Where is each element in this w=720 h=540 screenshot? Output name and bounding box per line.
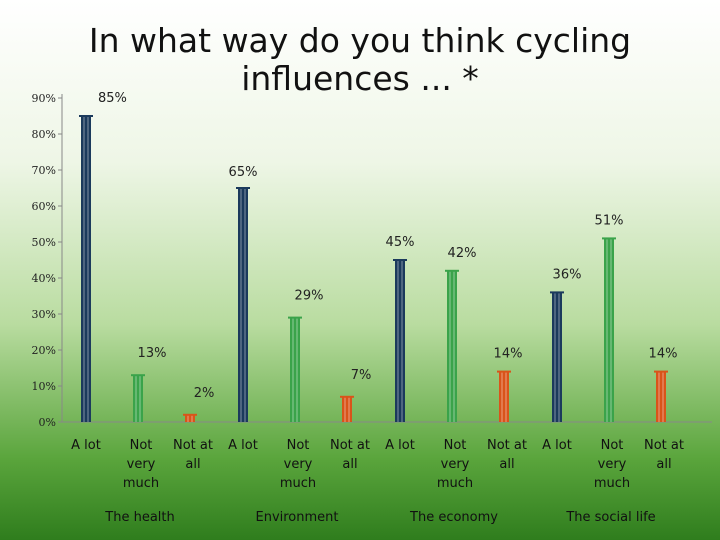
data-label: 7% (351, 368, 372, 383)
bar (133, 375, 143, 422)
category-label: A lot (385, 438, 415, 453)
category-label: Not very much (594, 438, 630, 491)
data-label: 36% (553, 267, 582, 282)
data-label: 14% (649, 347, 678, 362)
bar (604, 238, 614, 422)
y-tick-label: 10% (32, 380, 56, 393)
y-tick-label: 0% (39, 416, 56, 429)
group-label: The economy (409, 510, 498, 525)
y-tick-label: 20% (32, 344, 56, 357)
bar (238, 188, 248, 422)
data-label: 65% (229, 165, 258, 180)
chart-title: In what way do you think cycling influen… (88, 21, 632, 98)
group-label: Environment (255, 510, 338, 525)
category-label: Not at all (644, 438, 684, 472)
category-label: Not at all (330, 438, 370, 472)
category-label: A lot (542, 438, 572, 453)
data-label: 42% (448, 246, 477, 261)
data-label: 51% (595, 213, 624, 228)
category-label: Not very much (123, 438, 159, 491)
data-label: 2% (194, 386, 215, 401)
bar (656, 371, 666, 422)
data-label: 14% (494, 347, 523, 362)
category-label: A lot (71, 438, 101, 453)
y-tick-label: 40% (32, 272, 56, 285)
bar (447, 270, 457, 422)
category-label: Not very much (280, 438, 316, 491)
group-label: The health (104, 510, 174, 525)
bar (342, 396, 352, 422)
bar (290, 317, 300, 422)
bar (499, 371, 509, 422)
y-tick-label: 30% (32, 308, 56, 321)
data-label: 45% (386, 235, 415, 250)
category-label: Not at all (173, 438, 213, 472)
category-label: A lot (228, 438, 258, 453)
y-tick-label: 60% (32, 200, 56, 213)
bar (552, 292, 562, 422)
bar (185, 414, 195, 422)
y-tick-label: 50% (32, 236, 56, 249)
group-label: The social life (565, 510, 655, 525)
y-tick-label: 80% (32, 128, 56, 141)
category-label: Not at all (487, 438, 527, 472)
category-label: Not very much (437, 438, 473, 491)
data-label: 13% (138, 346, 167, 361)
bar (395, 260, 405, 422)
data-label: 85% (98, 91, 127, 106)
y-tick-label: 90% (32, 92, 56, 105)
data-label: 29% (295, 289, 324, 304)
bar (81, 116, 91, 422)
y-tick-label: 70% (32, 164, 56, 177)
